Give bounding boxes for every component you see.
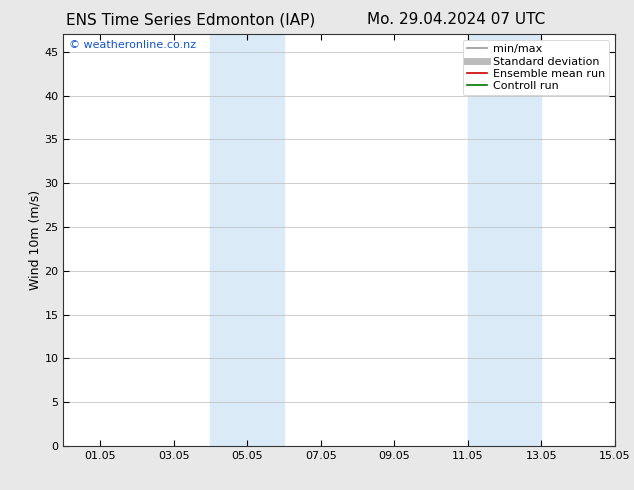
Text: ENS Time Series Edmonton (IAP): ENS Time Series Edmonton (IAP): [65, 12, 315, 27]
Legend: min/max, Standard deviation, Ensemble mean run, Controll run: min/max, Standard deviation, Ensemble me…: [463, 40, 609, 96]
Y-axis label: Wind 10m (m/s): Wind 10m (m/s): [29, 190, 42, 290]
Bar: [468, 34, 541, 446]
Text: © weatheronline.co.nz: © weatheronline.co.nz: [69, 41, 196, 50]
Text: Mo. 29.04.2024 07 UTC: Mo. 29.04.2024 07 UTC: [367, 12, 546, 27]
Bar: [210, 34, 284, 446]
